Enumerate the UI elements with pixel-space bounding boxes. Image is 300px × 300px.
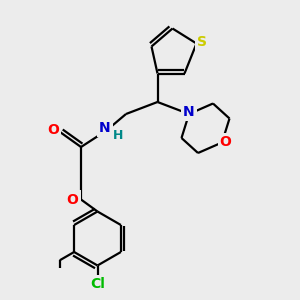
Text: N: N [99, 121, 111, 134]
Text: O: O [47, 123, 59, 136]
Text: O: O [220, 136, 232, 149]
Text: N: N [183, 105, 195, 118]
Text: Cl: Cl [90, 278, 105, 291]
Text: H: H [113, 129, 123, 142]
Text: S: S [197, 35, 207, 49]
Text: O: O [67, 193, 79, 206]
